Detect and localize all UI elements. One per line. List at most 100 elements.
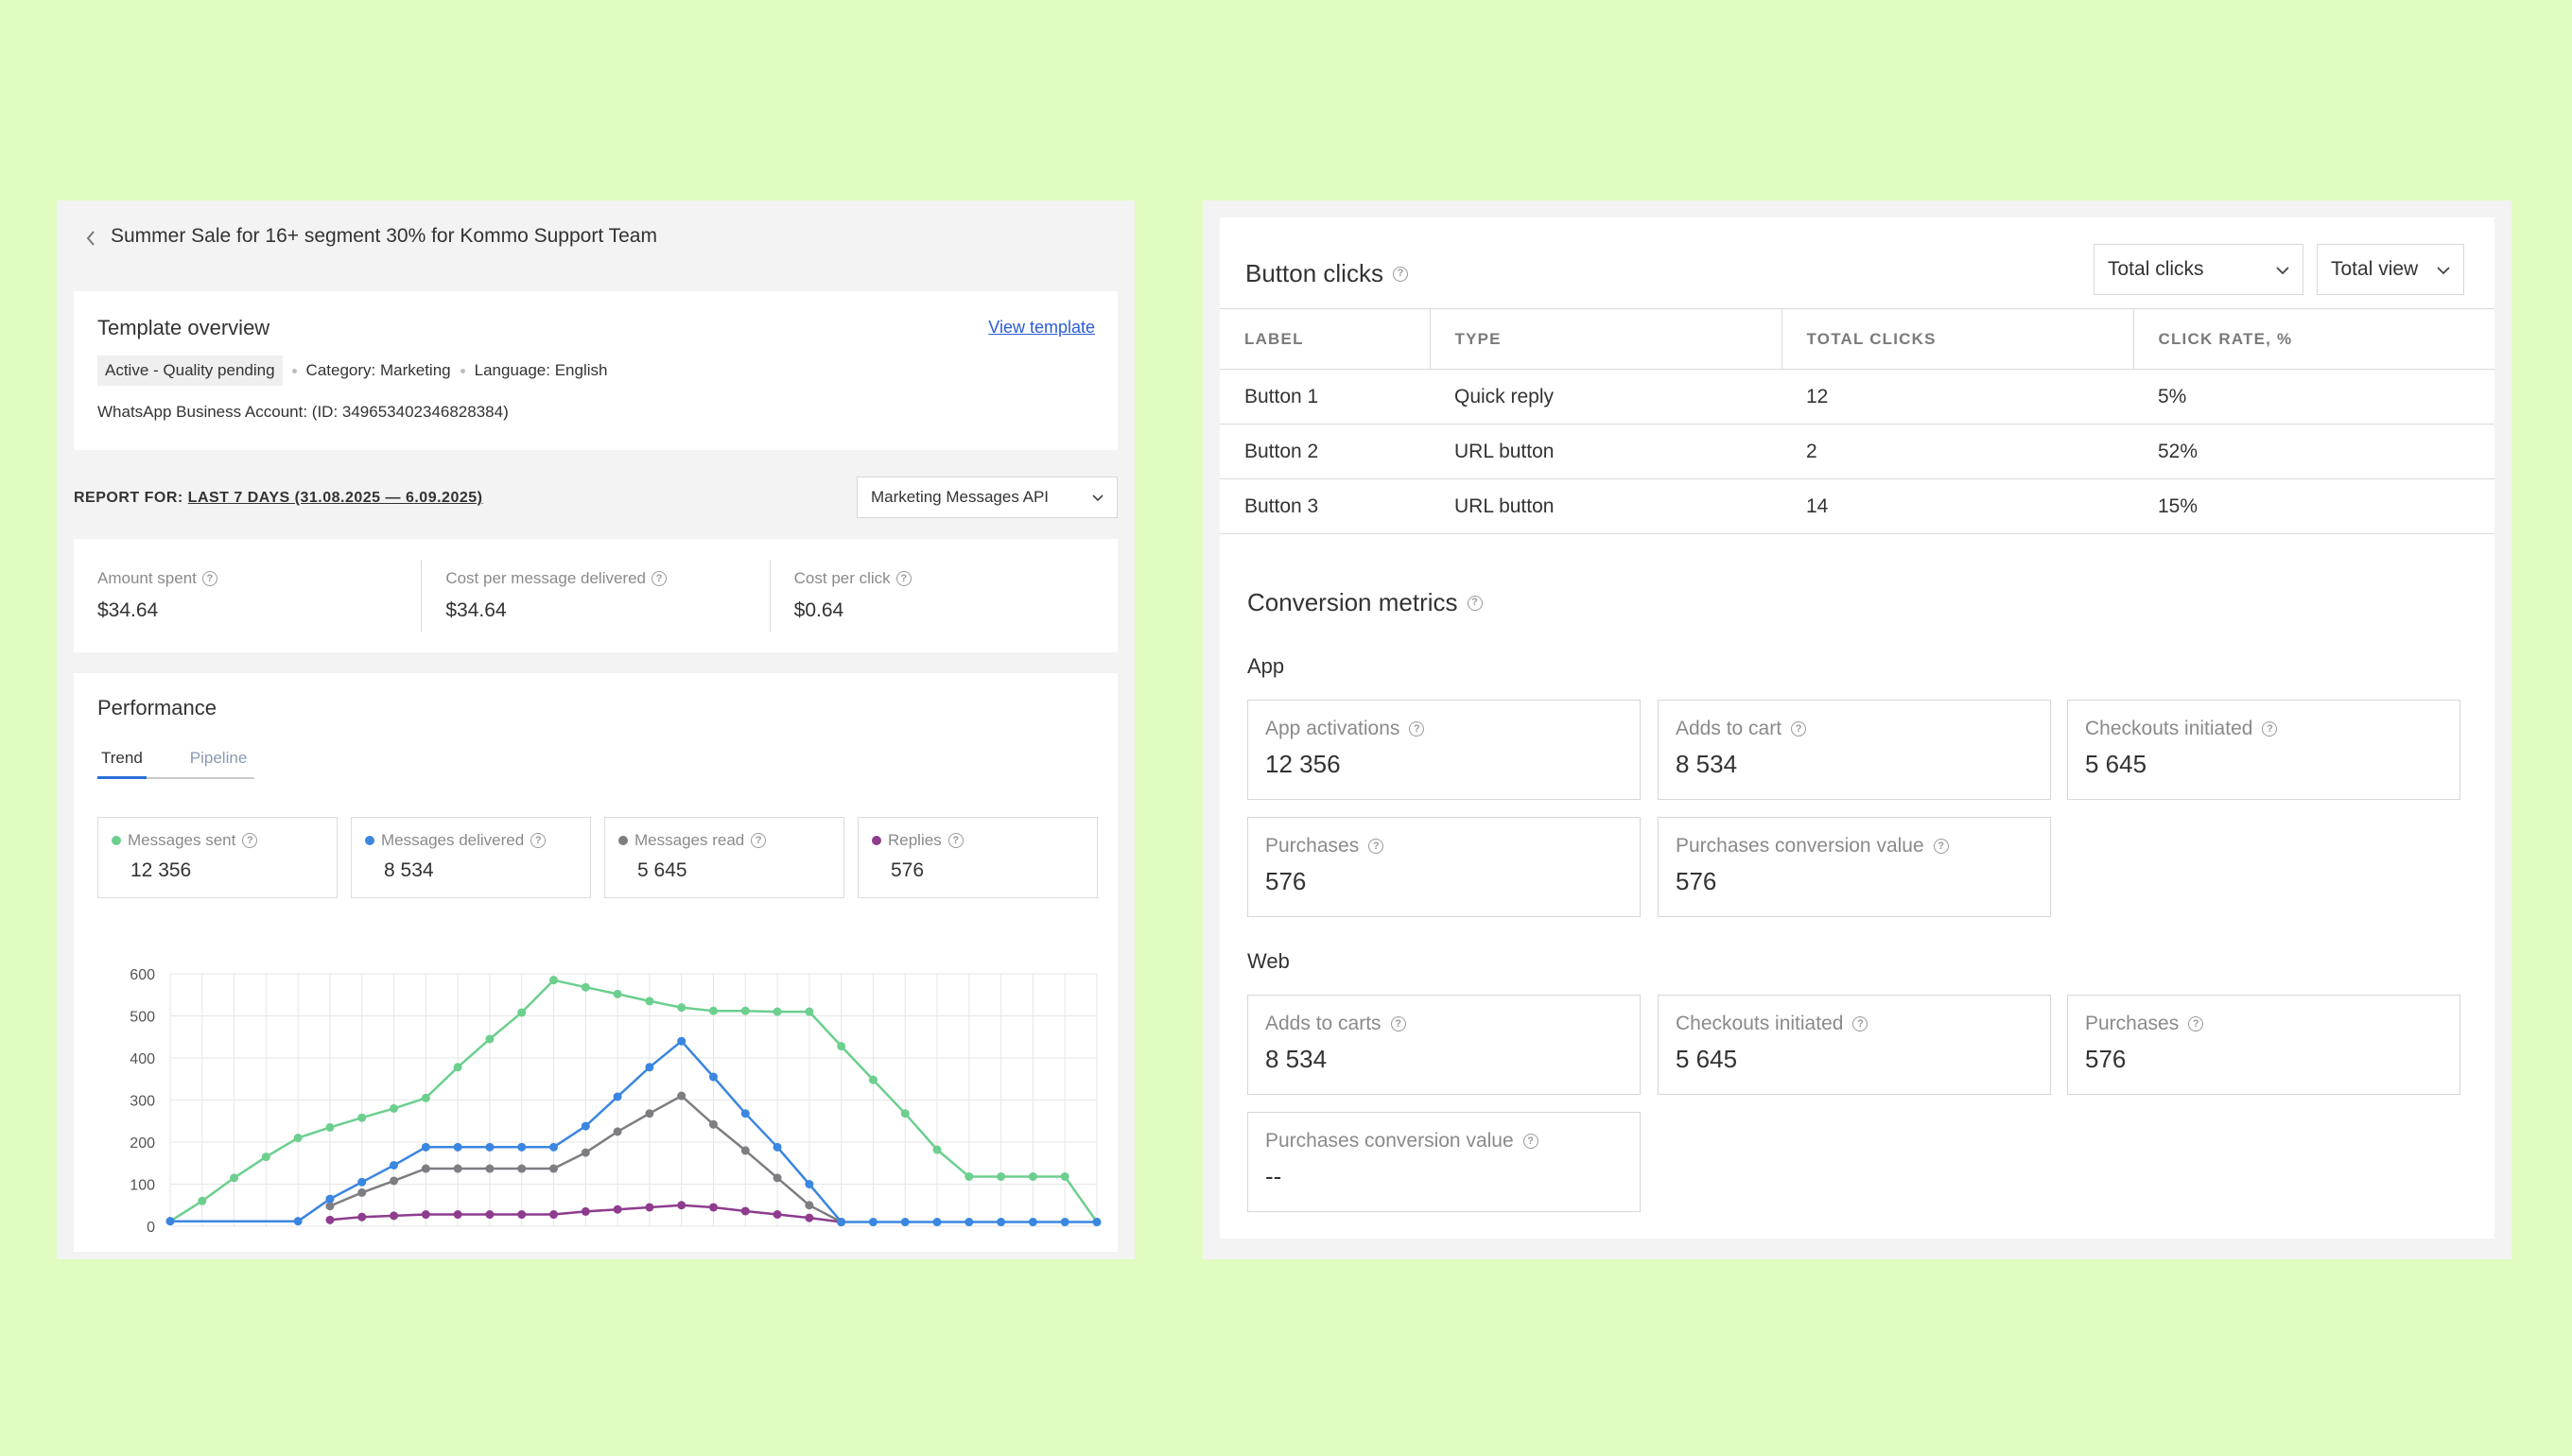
data-point [868,1218,878,1227]
help-icon[interactable]: ? [652,571,667,586]
campaign-report-panel: Summer Sale for 16+ segment 30% for Komm… [57,200,1135,1259]
metric-label: Purchases [2085,1013,2180,1034]
metric-label: Adds to cart [1676,718,1782,739]
total-clicks-select[interactable]: Total clicks [2094,244,2303,295]
table-cell: Quick reply [1430,369,1781,425]
help-icon[interactable]: ? [1392,266,1408,282]
metric-label: Messages read [634,831,745,849]
data-point [230,1173,239,1183]
api-select[interactable]: Marketing Messages API [857,477,1118,518]
data-point [805,1007,814,1016]
help-icon[interactable]: ? [1933,839,1949,854]
data-point [517,1164,527,1173]
chevron-left-icon[interactable] [79,227,102,250]
data-point [198,1196,207,1205]
data-point [165,1217,175,1226]
data-point [773,1210,782,1220]
data-point [357,1177,367,1187]
data-point [325,1194,335,1204]
app-section-title: App [1247,654,1285,678]
column-header[interactable]: TOTAL CLICKS [1781,308,2133,370]
help-icon[interactable]: ? [895,571,912,586]
data-point [549,976,559,985]
data-point [805,1201,814,1210]
help-icon[interactable]: ? [1409,721,1425,737]
web-section-title: Web [1247,949,1290,973]
metric-replies[interactable]: Replies? 576 [858,817,1098,898]
y-tick-label: 500 [130,1010,155,1026]
help-icon[interactable]: ? [1390,1016,1406,1031]
data-point [613,989,622,998]
help-icon[interactable]: ? [530,833,547,848]
help-icon[interactable]: ? [1522,1134,1538,1149]
table-header-row: LABEL TYPE TOTAL CLICKS CLICK RATE, % [1220,308,2494,370]
template-meta: Active - Quality pending Category: Marke… [97,355,607,386]
help-icon[interactable]: ? [751,833,767,848]
data-point [708,1006,718,1015]
series-line [170,1039,1097,1223]
conversion-metrics-title: Conversion metrics ? [1247,588,1483,617]
help-icon[interactable]: ? [947,833,964,848]
data-point [837,1218,846,1227]
data-point [837,1042,846,1051]
conversion-metrics-title-text: Conversion metrics [1247,588,1458,616]
report-for: REPORT FOR: LAST 7 DAYS (31.08.2025 — 6.… [74,490,482,507]
tab-trend[interactable]: Trend [97,749,147,779]
data-point [485,1142,495,1152]
table-cell: 12 [1781,369,2133,425]
metric-value: 5 645 [1676,1045,1738,1073]
data-point [325,1122,335,1132]
column-header[interactable]: CLICK RATE, % [2132,308,2494,370]
data-point [390,1160,399,1170]
api-select-value: Marketing Messages API [871,488,1050,506]
help-icon[interactable]: ? [242,833,258,848]
column-header[interactable]: TYPE [1429,308,1781,370]
select-value: Total clicks [2108,258,2204,280]
table-cell: 52% [2133,424,2494,479]
table-row: Button 1 Quick reply 12 5% [1220,369,2494,425]
y-tick-label: 0 [147,1220,155,1236]
total-view-select[interactable]: Total view [2317,244,2464,295]
metric-messages-sent[interactable]: Messages sent? 12 356 [97,817,338,898]
column-header[interactable]: LABEL [1220,308,1430,370]
date-range-link[interactable]: LAST 7 DAYS (31.08.2025 — 6.09.2025) [187,490,483,506]
help-icon[interactable]: ? [1852,1016,1868,1031]
metric-messages-delivered[interactable]: Messages delivered? 8 534 [351,817,591,898]
cost-summary-card: Amount spent? $34.64 Cost per message de… [74,539,1118,652]
data-point [1060,1218,1069,1227]
data-point [421,1210,430,1220]
metric-messages-read[interactable]: Messages read? 5 645 [604,817,844,898]
data-point [900,1218,910,1227]
view-template-link[interactable]: View template [988,318,1095,337]
chevron-down-icon [1092,488,1104,507]
metric-value: 576 [891,859,925,881]
metric-app-activations: App activations? 12 356 [1247,700,1641,800]
cost-value: $34.64 [97,599,159,621]
metric-label: Checkouts initiated [2085,718,2253,739]
data-point [613,1092,622,1101]
table-cell: Button 2 [1220,424,1430,479]
help-icon[interactable]: ? [201,571,217,586]
data-point [390,1103,399,1113]
separator-dot [460,368,465,373]
business-account-text: WhatsApp Business Account: (ID: 34965340… [97,403,509,421]
help-icon[interactable]: ? [1467,595,1483,611]
data-point [357,1113,367,1122]
help-icon[interactable]: ? [2262,721,2278,737]
table-cell: Button 1 [1220,369,1430,425]
data-point [708,1203,718,1212]
data-point [964,1218,974,1227]
help-icon[interactable]: ? [1368,839,1384,854]
y-tick-label: 100 [130,1178,155,1194]
data-point [421,1142,430,1152]
help-icon[interactable]: ? [2188,1016,2204,1031]
tab-pipeline[interactable]: Pipeline [189,749,248,767]
metric-value: 576 [1676,867,1717,895]
data-point [390,1176,399,1186]
help-icon[interactable]: ? [1791,721,1807,737]
table-cell: 2 [1781,424,2133,479]
data-point [805,1213,814,1222]
metric-value: 8 534 [1265,1045,1328,1073]
metric-web-checkouts-initiated: Checkouts initiated? 5 645 [1658,995,2051,1095]
table-cell: Button 3 [1220,478,1430,534]
